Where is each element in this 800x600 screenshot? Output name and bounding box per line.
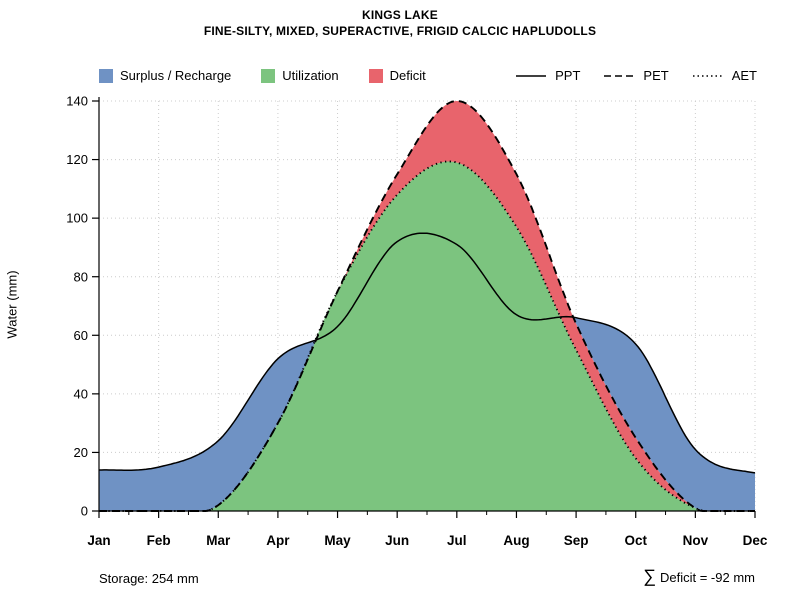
page-title: KINGS LAKE <box>361 8 438 22</box>
sigma-symbol: ∑ <box>643 566 656 586</box>
legend-item-utilization: Utilization <box>261 68 339 83</box>
svg-text:20: 20 <box>74 445 88 460</box>
page-subtitle: FINE-SILTY, MIXED, SUPERACTIVE, FRIGID C… <box>203 24 597 38</box>
ppt-line-sample <box>516 74 547 77</box>
legend-item-pet: PET <box>602 68 669 83</box>
svg-text:Jul: Jul <box>447 533 467 548</box>
legend-label-ppt: PPT <box>555 68 581 83</box>
svg-text:120: 120 <box>66 152 88 167</box>
legend-label-pet: PET <box>643 68 669 83</box>
svg-text:Aug: Aug <box>503 533 529 548</box>
legend-label-deficit: Deficit <box>389 68 426 83</box>
area-legend-group: Surplus / Recharge Utilization Deficit <box>99 68 426 83</box>
aet-line-sample <box>692 74 723 77</box>
storage-annotation: Storage: 254 mm <box>99 571 199 586</box>
svg-text:Nov: Nov <box>683 533 709 548</box>
svg-text:Mar: Mar <box>206 533 231 548</box>
svg-text:60: 60 <box>74 328 88 343</box>
line-legend-group: PPT PET AET <box>514 68 757 83</box>
surplus-swatch <box>99 68 113 83</box>
svg-text:40: 40 <box>74 386 88 401</box>
svg-text:80: 80 <box>74 269 88 284</box>
svg-text:Feb: Feb <box>147 533 171 548</box>
svg-text:Sep: Sep <box>564 533 589 548</box>
deficit-text: Deficit = -92 mm <box>660 570 755 585</box>
legend-label-utilization: Utilization <box>282 68 339 83</box>
pet-line-sample <box>604 74 635 77</box>
svg-text:Oct: Oct <box>624 533 647 548</box>
chart-legend: Surplus / Recharge Utilization Deficit P… <box>99 68 757 83</box>
svg-text:0: 0 <box>81 504 88 519</box>
legend-item-ppt: PPT <box>514 68 580 83</box>
svg-text:Dec: Dec <box>743 533 768 548</box>
svg-text:May: May <box>324 533 351 548</box>
svg-text:100: 100 <box>66 211 88 226</box>
deficit-swatch <box>368 68 383 83</box>
svg-text:Jun: Jun <box>385 533 409 548</box>
deficit-annotation: ∑ Deficit = -92 mm <box>643 566 755 588</box>
legend-item-deficit: Deficit <box>368 68 426 83</box>
utilization-swatch <box>261 68 276 83</box>
svg-text:140: 140 <box>66 94 88 109</box>
svg-text:Apr: Apr <box>266 533 290 548</box>
legend-label-surplus: Surplus / Recharge <box>120 68 232 83</box>
legend-label-aet: AET <box>731 68 757 83</box>
legend-item-aet: AET <box>691 68 757 83</box>
legend-item-surplus: Surplus / Recharge <box>99 68 231 83</box>
svg-text:Jan: Jan <box>87 533 110 548</box>
